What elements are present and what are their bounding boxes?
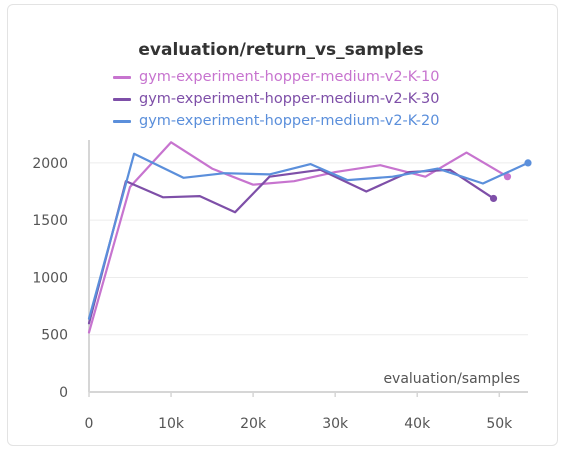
series-endpoint-k30 bbox=[490, 195, 497, 202]
x-tick-label: 0 bbox=[85, 416, 94, 432]
series-line-k30 bbox=[89, 170, 494, 323]
y-tick-label: 1000 bbox=[32, 270, 68, 286]
series-k30 bbox=[89, 170, 497, 323]
x-tick-label: 50k bbox=[486, 416, 513, 432]
y-tick-label: 1500 bbox=[32, 213, 68, 229]
x-tick-label: 30k bbox=[322, 416, 349, 432]
x-axis-label: evaluation/samples bbox=[383, 371, 520, 387]
series-endpoint-k20 bbox=[524, 159, 531, 166]
x-tick-label: 10k bbox=[158, 416, 185, 432]
y-tick-label: 2000 bbox=[32, 156, 68, 172]
x-tick-label: 20k bbox=[240, 416, 267, 432]
x-tick-label: 40k bbox=[404, 416, 431, 432]
y-tick-label: 0 bbox=[59, 385, 68, 401]
y-tick-label: 500 bbox=[41, 328, 68, 344]
